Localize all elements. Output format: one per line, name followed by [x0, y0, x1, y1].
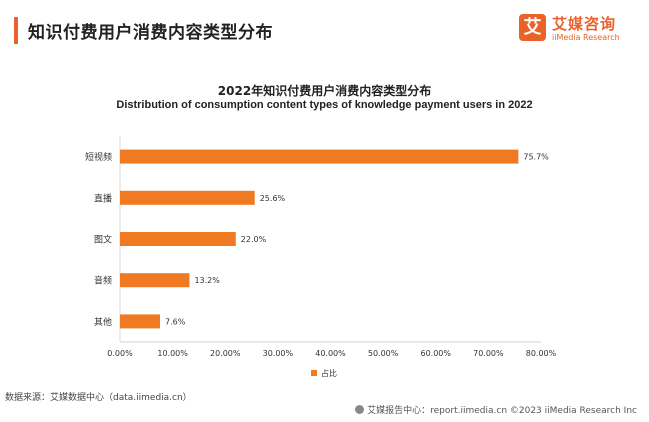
report-center-icon — [355, 405, 365, 414]
brand-name-cn: 艾媒咨询 — [552, 15, 617, 33]
x-tick-label: 30.00% — [263, 349, 294, 358]
chart-subtitle: Distribution of consumption content type… — [116, 99, 533, 111]
page-title: 知识付费用户消费内容类型分布 — [28, 23, 273, 43]
x-tick-label: 60.00% — [420, 349, 451, 358]
x-tick-label: 0.00% — [107, 349, 133, 358]
category-label: 音频 — [94, 275, 112, 287]
category-label: 其他 — [94, 316, 112, 328]
bar — [120, 190, 255, 205]
bar — [120, 232, 236, 246]
x-tick-label: 50.00% — [368, 349, 399, 358]
data-label: 22.0% — [241, 235, 267, 244]
footer-text: 艾媒报告中心：report.iimedia.cn ©2023 iiMedia R… — [367, 406, 637, 416]
x-tick-label: 70.00% — [473, 349, 504, 358]
title-accent-bar — [14, 17, 18, 44]
chart-title: 2022年知识付费用户消费内容类型分布 — [217, 84, 432, 98]
legend-swatch — [311, 370, 317, 376]
data-label: 13.2% — [194, 276, 220, 285]
legend-label: 占比 — [321, 368, 337, 378]
bar — [120, 314, 160, 329]
x-tick-label: 40.00% — [315, 349, 346, 358]
brand-logo: 艾 艾媒咨询 iiMedia Research — [519, 12, 637, 50]
x-tick-label: 20.00% — [210, 349, 241, 358]
bar — [120, 149, 519, 164]
x-tick-label: 80.00% — [526, 349, 557, 358]
category-label: 直播 — [94, 192, 112, 204]
category-label: 图文 — [94, 234, 112, 246]
data-label: 25.6% — [260, 194, 286, 203]
footer: 艾媒报告中心：report.iimedia.cn ©2023 iiMedia R… — [355, 403, 637, 416]
brand-name-en: iiMedia Research — [552, 33, 620, 42]
bar — [120, 273, 190, 288]
data-label: 7.6% — [165, 317, 186, 326]
data-label: 75.7% — [523, 153, 549, 162]
category-label: 短视频 — [85, 151, 112, 163]
logo-icon: 艾 — [519, 14, 546, 41]
data-source: 数据来源：艾媒数据中心（data.iimedia.cn） — [5, 393, 192, 403]
x-tick-label: 10.00% — [157, 349, 188, 358]
